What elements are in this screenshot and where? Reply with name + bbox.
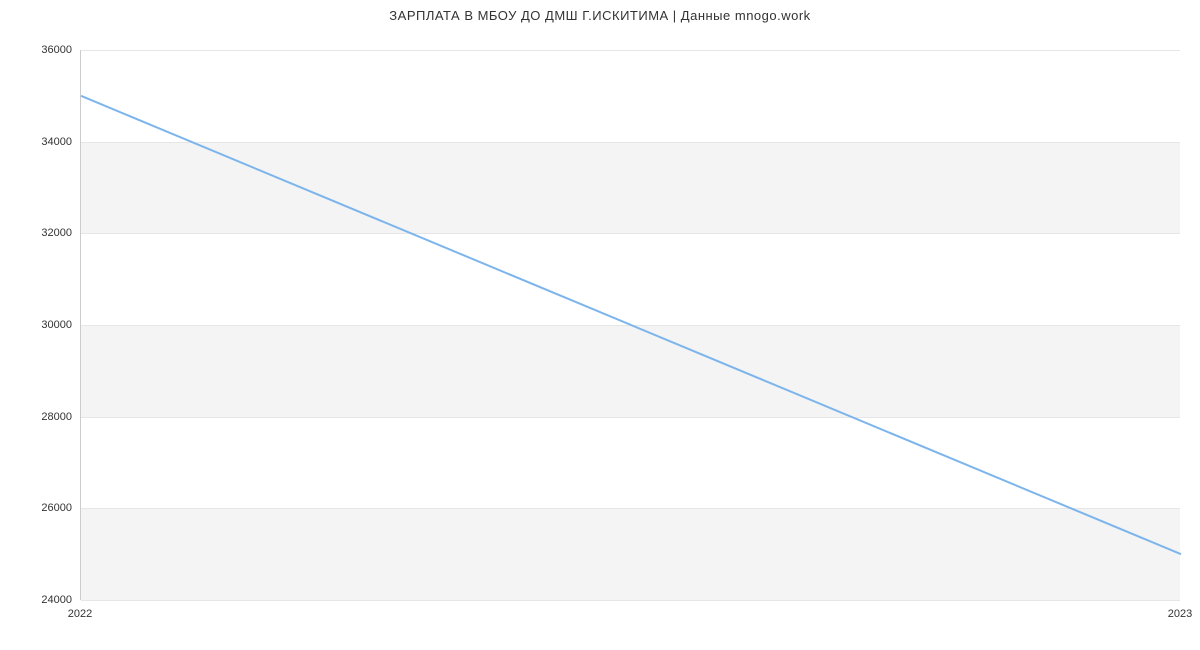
gridline xyxy=(81,600,1180,601)
y-tick-label: 32000 xyxy=(12,227,72,239)
data-line xyxy=(81,96,1181,554)
y-tick-label: 36000 xyxy=(12,44,72,56)
y-tick-label: 28000 xyxy=(12,411,72,423)
chart-container: ЗАРПЛАТА В МБОУ ДО ДМШ Г.ИСКИТИМА | Данн… xyxy=(0,0,1200,650)
y-tick-label: 30000 xyxy=(12,319,72,331)
y-tick-label: 24000 xyxy=(12,594,72,606)
x-tick-label: 2023 xyxy=(1168,608,1192,620)
y-tick-label: 26000 xyxy=(12,502,72,514)
x-tick-label: 2022 xyxy=(68,608,92,620)
chart-title: ЗАРПЛАТА В МБОУ ДО ДМШ Г.ИСКИТИМА | Данн… xyxy=(0,8,1200,23)
plot-area xyxy=(80,50,1180,600)
line-layer xyxy=(81,50,1180,599)
y-tick-label: 34000 xyxy=(12,136,72,148)
